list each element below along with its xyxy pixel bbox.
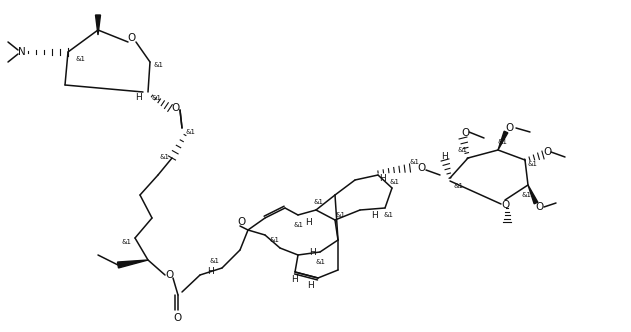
Text: H: H bbox=[309, 247, 316, 257]
Text: O: O bbox=[238, 217, 246, 227]
Polygon shape bbox=[95, 15, 100, 35]
Text: O: O bbox=[418, 163, 426, 173]
Text: &1: &1 bbox=[122, 239, 132, 245]
Polygon shape bbox=[528, 185, 538, 204]
Text: H: H bbox=[372, 210, 379, 219]
Text: H: H bbox=[305, 217, 311, 226]
Text: &1: &1 bbox=[210, 258, 220, 264]
Text: &1: &1 bbox=[521, 192, 531, 198]
Text: &1: &1 bbox=[458, 147, 468, 153]
Text: H: H bbox=[206, 268, 213, 277]
Text: H: H bbox=[307, 281, 314, 290]
Text: O: O bbox=[172, 103, 180, 113]
Text: &1: &1 bbox=[410, 159, 420, 165]
Polygon shape bbox=[117, 260, 148, 268]
Text: O: O bbox=[501, 200, 509, 210]
Text: &1: &1 bbox=[313, 199, 323, 205]
Text: O: O bbox=[543, 147, 551, 157]
Text: H: H bbox=[442, 151, 449, 160]
Text: O: O bbox=[174, 313, 182, 323]
Text: &1: &1 bbox=[185, 129, 195, 135]
Text: &1: &1 bbox=[498, 139, 508, 145]
Polygon shape bbox=[498, 131, 508, 150]
Text: O: O bbox=[506, 123, 514, 133]
Text: O: O bbox=[461, 128, 469, 138]
Text: H: H bbox=[379, 174, 386, 183]
Text: &1: &1 bbox=[335, 212, 345, 218]
Text: O: O bbox=[166, 270, 174, 280]
Text: &1: &1 bbox=[160, 154, 170, 160]
Text: N: N bbox=[18, 47, 26, 57]
Text: &1: &1 bbox=[528, 161, 538, 167]
Text: &1: &1 bbox=[151, 95, 161, 101]
Text: &1: &1 bbox=[270, 237, 280, 243]
Text: &1: &1 bbox=[75, 56, 85, 62]
Text: O: O bbox=[128, 33, 136, 43]
Text: &1: &1 bbox=[315, 259, 325, 265]
Text: &1: &1 bbox=[453, 183, 463, 189]
Text: &1: &1 bbox=[383, 212, 393, 218]
Text: H: H bbox=[134, 93, 141, 102]
Text: &1: &1 bbox=[153, 62, 163, 68]
Text: H: H bbox=[291, 276, 297, 285]
Text: &1: &1 bbox=[390, 179, 400, 185]
Text: &1: &1 bbox=[293, 222, 303, 228]
Text: O: O bbox=[536, 202, 544, 212]
